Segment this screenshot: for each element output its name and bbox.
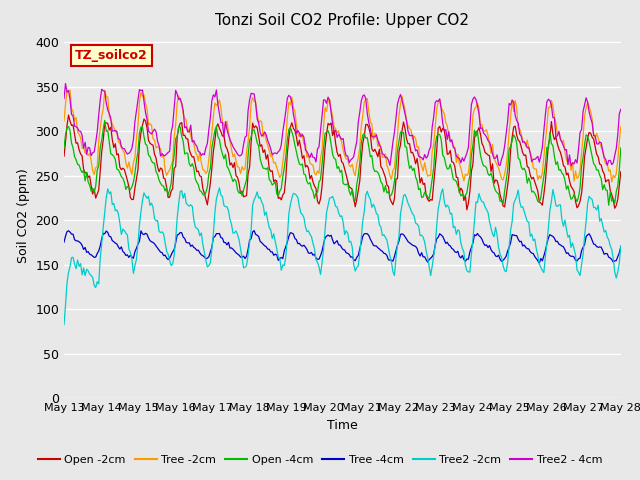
Title: Tonzi Soil CO2 Profile: Upper CO2: Tonzi Soil CO2 Profile: Upper CO2 bbox=[216, 13, 469, 28]
Legend: Open -2cm, Tree -2cm, Open -4cm, Tree -4cm, Tree2 -2cm, Tree2 - 4cm: Open -2cm, Tree -2cm, Open -4cm, Tree -4… bbox=[33, 451, 607, 469]
Y-axis label: Soil CO2 (ppm): Soil CO2 (ppm) bbox=[17, 168, 29, 264]
X-axis label: Time: Time bbox=[327, 419, 358, 432]
Text: TZ_soilco2: TZ_soilco2 bbox=[75, 49, 148, 62]
